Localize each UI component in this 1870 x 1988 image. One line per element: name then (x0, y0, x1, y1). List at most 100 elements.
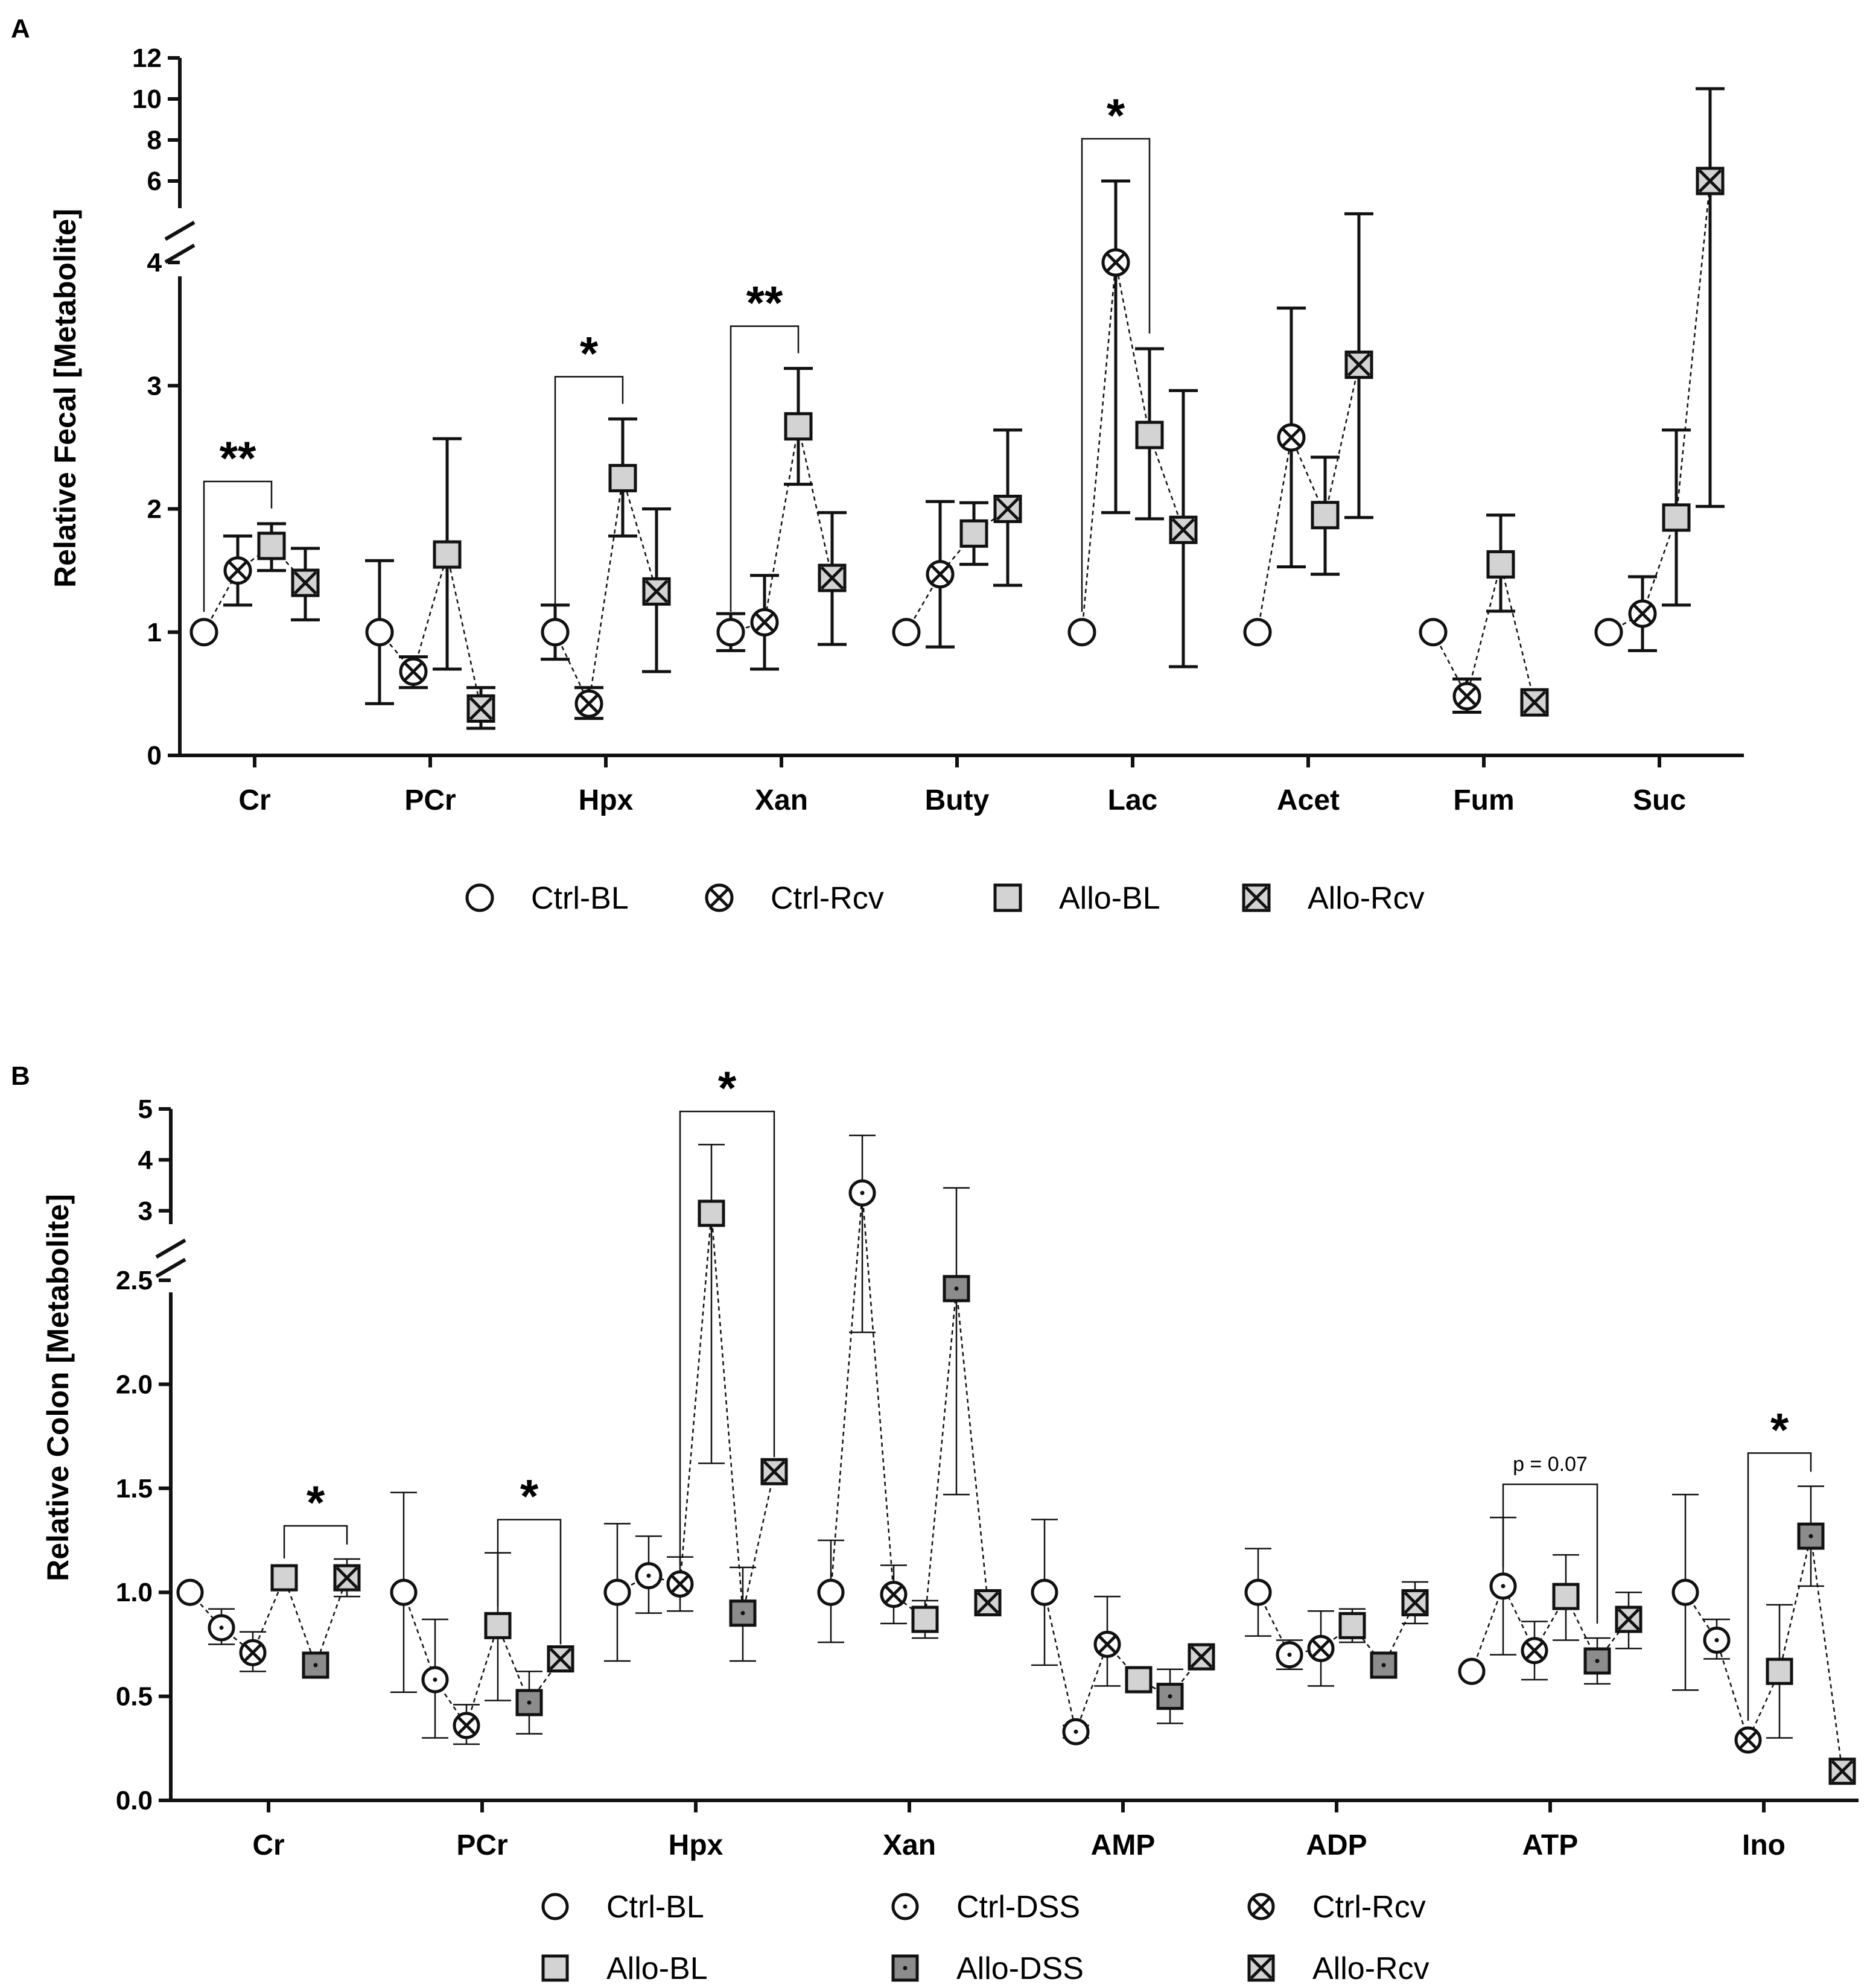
panel-b-point-ctrl-bl-xan (817, 1578, 845, 1606)
panel-a-legend-ctrl-bl-label: Ctrl-BL (531, 881, 629, 916)
panel-b-point-allo-dss-amp-dot (1168, 1694, 1172, 1699)
panel-a-point-ctrl-bl-xan (716, 618, 745, 647)
panel-b-significance-cr-0-bracket (283, 1525, 348, 1559)
panel-b-point-allo-dss-cr (302, 1651, 329, 1679)
panel-b-point-ctrl-dss-cr (208, 1614, 235, 1642)
panel-a-point-allo-rcv-hpx (642, 577, 671, 606)
panel-a-legend-allo-bl-marker-shape (993, 883, 1022, 912)
panel-a-point-allo-bl-suc-shape (1662, 503, 1691, 532)
panel-b-point-ctrl-dss-pcr (421, 1666, 449, 1694)
panel-b-point-allo-bl-xan-shape (911, 1605, 939, 1633)
panel-b-point-ctrl-dss-atp-dot (1501, 1584, 1506, 1589)
panel-a-point-ctrl-bl-lac-shape (1067, 618, 1096, 647)
panel-a-legend-ctrl-bl-marker-shape (465, 883, 494, 912)
panel-a-point-allo-bl-pcr-shape (433, 540, 462, 569)
panel-b-point-allo-dss-amp (1156, 1683, 1184, 1710)
panel-b-point-ctrl-rcv-ino (1734, 1726, 1762, 1754)
panel-b-y-axis-title: Relative Colon [Metabolite] (41, 1194, 75, 1581)
panel-b-x-label-cr: Cr (252, 1829, 284, 1861)
panel-b-legend-allo-rcv-marker (1247, 1954, 1275, 1982)
panel-a-x-label-hpx: Hpx (579, 784, 634, 816)
panel-a-point-ctrl-rcv-fum-cross-b (1457, 687, 1477, 706)
panel-b-point-allo-bl-amp-shape (1125, 1666, 1153, 1694)
panel-b-legend-allo-rcv-marker-cross-b (1250, 1957, 1273, 1980)
panel-b-legend-allo-bl: Allo-BL (541, 1951, 708, 1986)
panel-a-y-tick-label-upper-1: 6 (147, 167, 162, 196)
panel-a-significance-xan-2-bracket (730, 325, 800, 612)
panel-a-trend-line-cr (203, 545, 306, 633)
panel-b-point-ctrl-bl-pcr (390, 1578, 418, 1606)
panel-a-significance-lac-3-bracket (1081, 138, 1151, 612)
panel-b-legend-allo-dss-label: Allo-DSS (956, 1951, 1084, 1986)
panel-a-point-ctrl-bl-xan-shape (716, 618, 745, 647)
panel-a-point-allo-bl-xan (784, 412, 813, 441)
panel-a-trend-line-lac (1081, 262, 1185, 632)
panel-a-x-label-acet: Acet (1277, 784, 1340, 816)
panel-a-legend-allo-bl-marker (993, 883, 1022, 912)
panel-b-point-ctrl-bl-pcr-shape (390, 1578, 418, 1606)
panel-a-point-ctrl-bl-cr-shape (189, 618, 218, 647)
panel-b-point-allo-dss-adp-dot (1381, 1663, 1386, 1668)
panel-a-trend-line-xan (730, 426, 833, 633)
panel-b-x-label-xan: Xan (883, 1829, 936, 1861)
panel-b-point-allo-dss-adp (1370, 1651, 1398, 1679)
panel-a-trend-line-pcr (379, 554, 482, 709)
panel-b-point-ctrl-rcv-amp (1093, 1630, 1121, 1658)
panel-b-significance-atp-3-label: p = 0.07 (1513, 1453, 1588, 1476)
panel-b-point-ctrl-rcv-atp (1521, 1637, 1548, 1665)
panel-b-legend-allo-rcv: Allo-Rcv (1247, 1951, 1430, 1986)
panel-a-significance-hpx-1-label: * (580, 326, 599, 379)
panel-b-y-tick-label-lower-2: 1.0 (116, 1578, 153, 1607)
panel-b-significance-hpx-2-label: * (718, 1061, 737, 1114)
panel-b-legend-ctrl-bl-marker (541, 1893, 569, 1920)
panel-a-point-allo-rcv-pcr (466, 694, 495, 723)
panel-b-legend-allo-dss-marker (891, 1954, 919, 1982)
panel-b-point-ctrl-dss-adp-dot (1287, 1653, 1292, 1657)
panel-b-significance-ino-4-bracket (1747, 1452, 1812, 1721)
panel-b-point-ctrl-bl-amp (1031, 1578, 1058, 1606)
panel-b-point-allo-rcv-hpx-cross-b (763, 1460, 786, 1483)
panel-a-trend-line-suc (1608, 180, 1711, 633)
panel-b-point-allo-dss-hpx-dot (740, 1611, 745, 1616)
panel-b-legend-ctrl-rcv-label: Ctrl-Rcv (1312, 1890, 1426, 1925)
panel-b-x-label-pcr: PCr (456, 1829, 507, 1861)
panel-a-point-allo-bl-acet-shape (1311, 501, 1340, 530)
panel-a-point-ctrl-bl-acet (1243, 618, 1272, 647)
panel-b-point-ctrl-dss-atp (1489, 1572, 1517, 1600)
panel-a-x-label-fum: Fum (1453, 784, 1514, 816)
panel-a-point-ctrl-bl-cr (189, 618, 218, 647)
panel-b-y-tick-label-lower-0: 0.0 (116, 1786, 153, 1815)
panel-b-legend-ctrl-rcv-marker-cross-b (1252, 1897, 1270, 1916)
panel-a-point-ctrl-bl-pcr-shape (365, 618, 394, 647)
panel-a-point-allo-rcv-acet-cross-b (1347, 353, 1371, 376)
panel-b-point-allo-bl-adp-shape (1338, 1612, 1366, 1639)
panel-a-significance-lac-3-label: * (1107, 89, 1125, 142)
panel-b-letter: B (11, 1061, 30, 1091)
panel-b-point-ctrl-bl-amp-shape (1031, 1578, 1058, 1606)
panel-b-point-ctrl-bl-ino-shape (1671, 1578, 1699, 1606)
panel-a-axis-break-0 (164, 220, 196, 241)
panel-a-point-ctrl-rcv-buty (926, 560, 955, 589)
panel-b-point-allo-rcv-atp (1615, 1605, 1643, 1633)
panel-b-point-allo-bl-hpx-shape (698, 1199, 725, 1227)
panel-b-point-allo-bl-atp-shape (1552, 1583, 1580, 1610)
panel-b-legend-ctrl-dss-marker (891, 1893, 919, 1920)
panel-a-legend-ctrl-bl-marker (465, 883, 494, 912)
panel-b-point-ctrl-bl-hpx-shape (603, 1578, 631, 1606)
panel-b-legend-ctrl-dss-marker-dot (903, 1904, 908, 1909)
panel-a-legend-ctrl-rcv: Ctrl-Rcv (705, 881, 884, 916)
panel-b-point-allo-bl-cr-shape (270, 1564, 298, 1592)
panel-a-point-allo-rcv-xan (818, 564, 847, 592)
panel-b-point-ctrl-dss-amp (1062, 1718, 1090, 1745)
panel-a-x-label-pcr: PCr (404, 784, 456, 816)
panel-b-point-allo-bl-hpx (698, 1199, 725, 1227)
panel-b-point-allo-bl-pcr-shape (484, 1612, 512, 1639)
panel-b-point-allo-dss-pcr-dot (527, 1700, 532, 1705)
panel-a-point-ctrl-rcv-buty-cross-b (930, 565, 950, 584)
panel-a-point-ctrl-rcv-acet-cross-b (1282, 428, 1301, 447)
panel-a-point-ctrl-bl-buty-shape (892, 618, 921, 647)
panel-a-point-allo-bl-pcr (433, 540, 462, 569)
panel-b-point-ctrl-dss-hpx-dot (646, 1574, 651, 1578)
panel-b-point-allo-dss-atp-dot (1595, 1659, 1600, 1663)
